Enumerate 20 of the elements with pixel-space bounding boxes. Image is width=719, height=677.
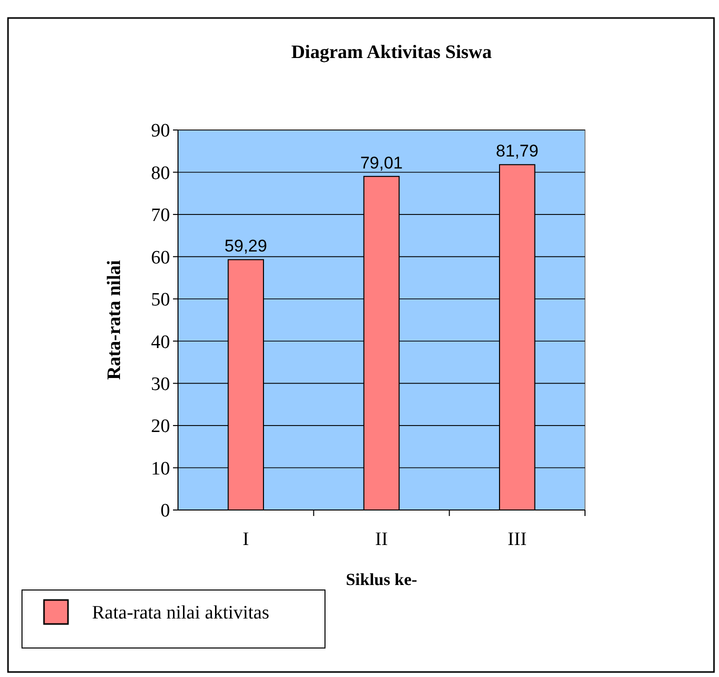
- x-tick-label: I: [242, 529, 249, 550]
- y-tick-label: 20: [151, 416, 170, 438]
- y-tick-label: 70: [151, 205, 170, 226]
- x-tick-label: II: [375, 529, 388, 550]
- y-tick-label: 60: [151, 247, 170, 268]
- y-tick-label: 10: [151, 458, 170, 480]
- y-tick-label: 40: [151, 332, 170, 353]
- y-tick-label: 50: [151, 290, 170, 311]
- x-axis-title: Siklus ke-: [346, 570, 418, 589]
- y-axis-title: Rata-rata nilai: [104, 260, 125, 380]
- legend-label: Rata-rata nilai aktivitas: [92, 602, 270, 624]
- data-label: 81,79: [496, 142, 538, 161]
- y-tick-label: 80: [151, 162, 170, 184]
- y-tick-label: 90: [151, 120, 170, 142]
- x-tick-label: III: [508, 529, 527, 550]
- y-tick-label: 0: [160, 500, 170, 522]
- y-tick-label: 30: [151, 374, 170, 395]
- data-label: 59,29: [224, 236, 268, 256]
- chart-title: Diagram Aktivitas Siswa: [291, 42, 492, 63]
- data-label: 79,01: [360, 153, 403, 172]
